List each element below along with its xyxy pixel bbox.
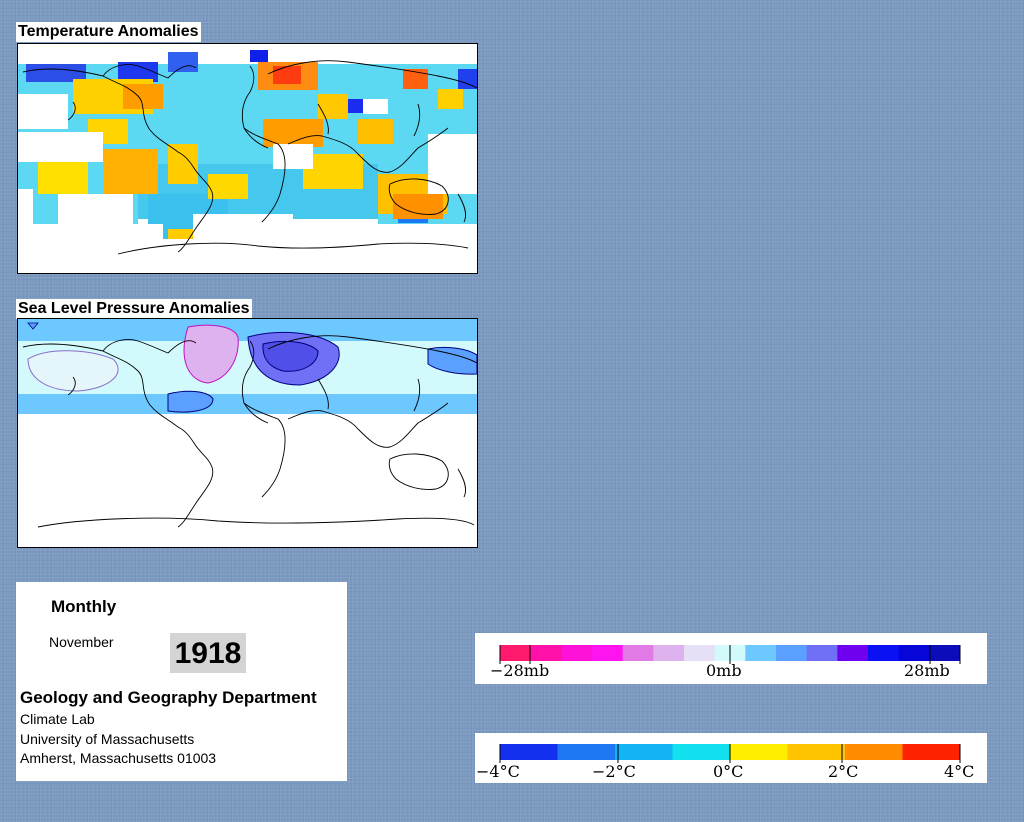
pressure-legend-swatch-12 <box>868 645 900 661</box>
pressure-legend-swatch-9 <box>776 645 808 661</box>
pressure-legend-swatch-8 <box>745 645 777 661</box>
temperature-legend-label-2: 2°C <box>828 762 859 781</box>
pressure-legend-swatch-1 <box>530 645 562 661</box>
pressure-legend-swatch-0 <box>500 645 532 661</box>
department-name: Geology and Geography Department <box>20 688 317 707</box>
pressure-color-bar <box>499 645 961 664</box>
temperature-legend-label-4: 4°C <box>944 762 975 781</box>
pressure-legend-swatch-10 <box>806 645 838 661</box>
temperature-legend-swatch-6 <box>845 744 903 760</box>
pressure-legend-max-label: 28mb <box>904 661 950 680</box>
temperature-legend: −4°C −2°C 0°C 2°C 4°C <box>475 733 987 783</box>
year-display: 1918 <box>170 633 246 673</box>
temperature-legend-label-0: 0°C <box>713 762 744 781</box>
temperature-legend-swatch-2 <box>615 744 673 760</box>
temperature-legend-swatch-5 <box>787 744 846 760</box>
pressure-legend-swatch-14 <box>929 645 961 661</box>
temperature-color-bar <box>499 744 961 763</box>
temperature-legend-label-minus4: −4°C <box>476 762 520 781</box>
pressure-legend-swatch-13 <box>898 645 930 661</box>
temperature-legend-label-minus2: −2°C <box>592 762 636 781</box>
lab-name: Climate Lab <box>20 711 95 727</box>
temperature-legend-swatch-7 <box>902 744 961 760</box>
pressure-legend-min-label: −28mb <box>490 661 550 680</box>
temperature-map-title: Temperature Anomalies <box>16 22 201 42</box>
temperature-legend-swatch-4 <box>730 744 788 760</box>
temperature-legend-swatch-0 <box>500 744 558 760</box>
temperature-legend-swatch-1 <box>557 744 616 760</box>
pressure-legend-swatch-11 <box>837 645 869 661</box>
coastline-outlines <box>22 60 477 255</box>
pressure-legend-swatch-2 <box>561 645 593 661</box>
university-name: University of Massachusetts <box>20 731 195 747</box>
month-label: November <box>49 634 114 650</box>
address: Amherst, Massachusetts 01003 <box>20 750 217 766</box>
pressure-legend-swatch-5 <box>653 645 685 661</box>
pressure-legend-swatch-3 <box>592 645 624 661</box>
coastline-outlines <box>22 335 477 528</box>
pressure-legend: −28mb 0mb 28mb <box>475 633 987 684</box>
pressure-legend-swatch-4 <box>622 645 654 661</box>
pressure-legend-mid-label: 0mb <box>706 661 742 680</box>
pressure-anomaly-field <box>18 319 477 547</box>
temperature-legend-swatch-3 <box>672 744 731 760</box>
temperature-anomaly-field <box>18 44 477 273</box>
pressure-map-title: Sea Level Pressure Anomalies <box>16 299 252 319</box>
pressure-anomaly-map <box>17 318 478 548</box>
info-panel: Monthly November 1918 Geology and Geogra… <box>16 582 347 781</box>
pressure-legend-swatch-6 <box>684 645 716 661</box>
temperature-anomaly-map <box>17 43 478 274</box>
period-label: Monthly <box>51 597 117 616</box>
